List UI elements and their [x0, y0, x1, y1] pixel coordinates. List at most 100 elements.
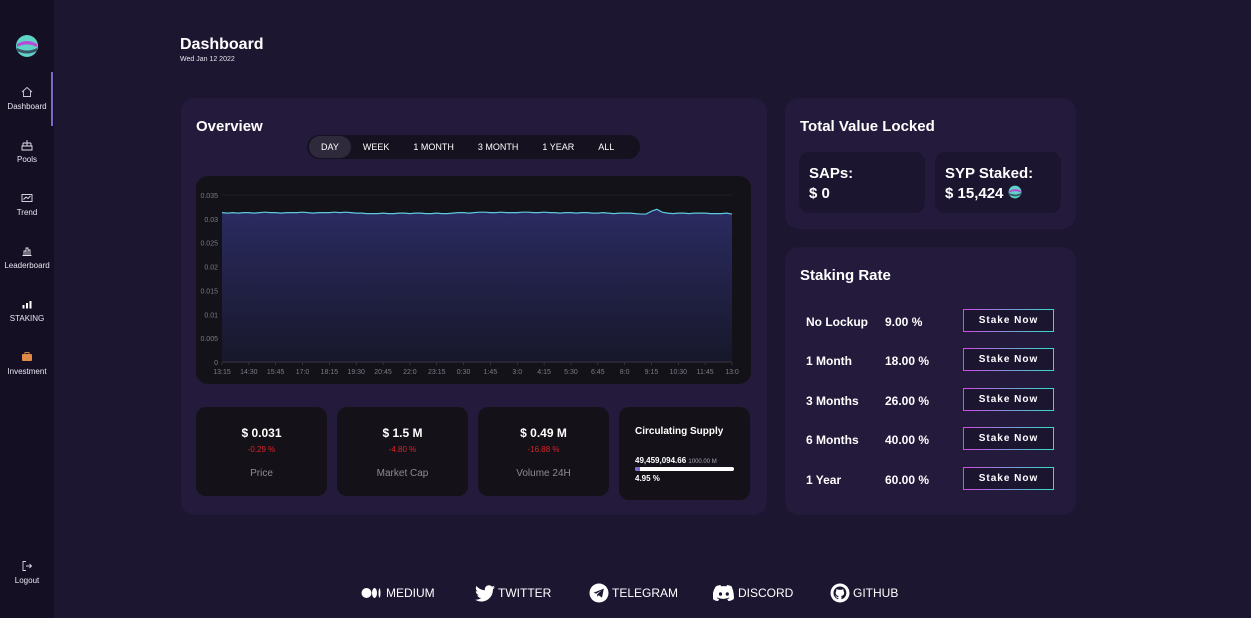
- pools-icon: [20, 138, 34, 152]
- staking-row: 1 Year 60.00 % Stake Now: [806, 467, 1056, 491]
- chart-y-tick-label: 0.015: [200, 288, 218, 295]
- chart-x-tick-label: 18:15: [321, 369, 339, 376]
- stake-now-button[interactable]: Stake Now: [963, 348, 1054, 371]
- supply-title: Circulating Supply: [635, 426, 724, 437]
- chart-x-tick-label: 4:15: [537, 369, 551, 376]
- staking-row: 3 Months 26.00 % Stake Now: [806, 388, 1056, 412]
- staking-row: 1 Month 18.00 % Stake Now: [806, 348, 1056, 372]
- footer-link-label: GITHUB: [853, 586, 899, 600]
- price-chart: 0 0.005 0.01 0.015 0.02 0.025 0.03 0.035 13:15 14…: [196, 176, 751, 384]
- telegram-icon: [589, 583, 609, 603]
- staking-rate: 9.00 %: [885, 315, 923, 329]
- sidebar: Dashboard Pools Trend Leaderboard STAKIN…: [0, 0, 54, 618]
- logout-icon: [20, 559, 34, 573]
- tab-3-month[interactable]: 3 MONTH: [477, 142, 519, 152]
- staking-rate: 40.00 %: [885, 433, 930, 447]
- medium-icon: [361, 587, 383, 599]
- chart-x-tick-label: 13:0: [725, 369, 739, 376]
- tab-day[interactable]: DAY: [309, 136, 351, 158]
- supply-percent: 4.95 %: [635, 474, 660, 483]
- chart-x-tick-label: 20:45: [374, 369, 392, 376]
- staking-term: No Lockup: [806, 315, 868, 329]
- logout-label: Logout: [14, 576, 40, 585]
- chart-x-tick-label: 5:30: [564, 369, 578, 376]
- footer-link-label: DISCORD: [738, 586, 794, 600]
- price-stat-card: $ 0.031 -0.29 % Price: [196, 407, 327, 496]
- sidebar-item-label: Leaderboard: [4, 261, 50, 270]
- chart-y-tick-label: 0.005: [200, 336, 218, 343]
- footer-link-github[interactable]: GITHUB: [830, 583, 898, 603]
- supply-max: 1000.00 M: [688, 459, 717, 465]
- stake-now-button[interactable]: Stake Now: [963, 427, 1054, 450]
- page-title: Dashboard: [180, 36, 264, 53]
- chart-x-tick-label: 14:30: [240, 369, 258, 376]
- staking-row: No Lockup 9.00 % Stake Now: [806, 309, 1056, 333]
- sidebar-item-pools[interactable]: Pools: [0, 125, 54, 177]
- footer-link-twitter[interactable]: TWITTER: [475, 583, 551, 603]
- tab-1-month[interactable]: 1 MONTH: [413, 142, 454, 152]
- page-date: Wed Jan 12 2022: [180, 56, 235, 63]
- footer-link-discord[interactable]: DISCORD: [713, 583, 793, 603]
- sidebar-item-investment[interactable]: Investment: [0, 337, 54, 389]
- sidebar-item-trend[interactable]: Trend: [0, 178, 54, 230]
- footer-link-telegram[interactable]: TELEGRAM: [589, 583, 678, 603]
- supply-progress-bar: [635, 467, 734, 471]
- stake-now-button[interactable]: Stake Now: [963, 309, 1054, 332]
- tab-1-year[interactable]: 1 YEAR: [542, 142, 575, 152]
- chart-series-line: [221, 208, 733, 215]
- staking-term: 3 Months: [806, 394, 859, 408]
- syp-staked-card: SYP Staked: $ 15,424: [935, 152, 1061, 213]
- price-chart-svg: 0 0.005 0.01 0.015 0.02 0.025 0.03 0.035 13:15 14…: [200, 193, 739, 376]
- stake-now-button[interactable]: Stake Now: [963, 388, 1054, 411]
- volume-value: $ 0.49 M: [520, 426, 567, 440]
- chart-x-tick-label: 1:45: [484, 369, 498, 376]
- supply-progress-fill: [635, 467, 640, 471]
- staking-term: 6 Months: [806, 433, 859, 447]
- footer-link-label: MEDIUM: [386, 586, 435, 600]
- sidebar-item-label: Pools: [16, 155, 37, 164]
- tab-all[interactable]: ALL: [598, 142, 615, 152]
- leaderboard-icon: [20, 244, 34, 258]
- volume-stat-card: $ 0.49 M -16.88 % Volume 24H: [478, 407, 609, 496]
- time-range-tabs: DAY WEEK 1 MONTH 3 MONTH 1 YEAR ALL: [307, 135, 640, 159]
- staking-icon: [20, 297, 34, 311]
- chart-x-tick-label: 8:0: [620, 369, 630, 376]
- price-value: $ 0.031: [241, 426, 282, 440]
- chart-y-tick-label: 0.02: [204, 265, 218, 272]
- supply-amount-row: 49,459,094.66 1000.00 M: [635, 456, 717, 465]
- chart-area-fill: [222, 209, 732, 362]
- sidebar-item-leaderboard[interactable]: Leaderboard: [0, 231, 54, 283]
- syp-staked-value: $ 15,424: [945, 185, 1004, 202]
- chart-x-tick-label: 23:15: [428, 369, 446, 376]
- staking-term: 1 Month: [806, 354, 852, 368]
- market-cap-stat-card: $ 1.5 M -4.80 % Market Cap: [337, 407, 468, 496]
- chart-y-tick-label: 0: [214, 360, 218, 367]
- price-label: Price: [250, 468, 273, 479]
- staking-rate: 60.00 %: [885, 473, 930, 487]
- chart-x-tick-label: 6:45: [591, 369, 605, 376]
- saps-label: SAPs:: [809, 165, 854, 182]
- footer-link-medium[interactable]: MEDIUM: [361, 583, 435, 603]
- app-logo[interactable]: [15, 34, 39, 58]
- staking-rate: 18.00 %: [885, 354, 930, 368]
- footer-link-label: TWITTER: [498, 586, 552, 600]
- stake-now-button[interactable]: Stake Now: [963, 467, 1054, 490]
- chart-x-tick-label: 11:45: [697, 369, 714, 376]
- logout-button[interactable]: Logout: [0, 546, 54, 598]
- overview-title: Overview: [196, 118, 263, 135]
- chart-y-tick-label: 0.025: [200, 241, 218, 248]
- twitter-icon: [475, 584, 495, 602]
- chart-x-tick-label: 10:30: [670, 369, 688, 376]
- chart-x-tick-label: 22:0: [403, 369, 417, 376]
- price-change: -0.29 %: [247, 445, 276, 454]
- chart-y-tick-label: 0.03: [204, 217, 218, 224]
- sidebar-item-staking[interactable]: STAKING: [0, 284, 54, 336]
- chart-y-tick-label: 0.01: [204, 312, 218, 319]
- syp-staked-label: SYP Staked:: [945, 165, 1034, 182]
- tab-week[interactable]: WEEK: [362, 142, 390, 152]
- chart-x-tick-label: 15:45: [267, 369, 285, 376]
- staking-rate-title: Staking Rate: [800, 267, 891, 284]
- circulating-supply-card: Circulating Supply 49,459,094.66 1000.00…: [619, 407, 750, 500]
- sidebar-item-dashboard[interactable]: Dashboard: [0, 72, 54, 126]
- github-icon: [830, 583, 850, 603]
